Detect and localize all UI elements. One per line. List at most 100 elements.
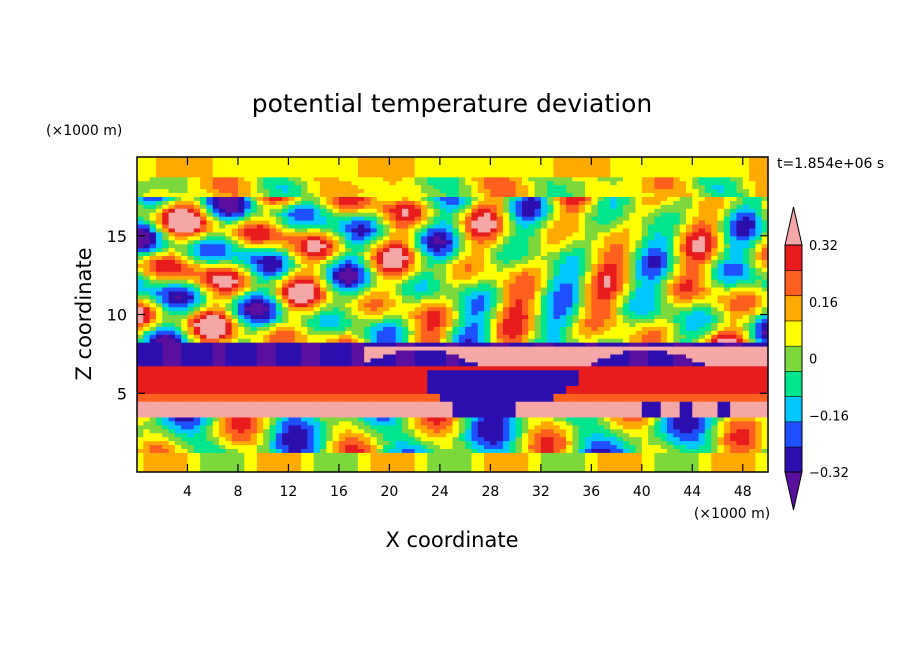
field-cell (730, 464, 738, 469)
field-cell (452, 369, 460, 375)
field-cell (591, 460, 599, 465)
field-cell (704, 326, 712, 331)
field-cell (155, 460, 163, 465)
field-cell (515, 357, 523, 363)
field-cell (301, 377, 308, 383)
field-cell (395, 412, 403, 418)
field-cell (376, 310, 384, 316)
field-cell (237, 420, 245, 426)
field-cell (490, 283, 498, 288)
field-cell (414, 385, 422, 390)
field-cell (465, 334, 473, 339)
field-cell (395, 290, 403, 296)
field-cell (181, 310, 189, 316)
field-cell (723, 349, 731, 355)
field-cell (193, 468, 201, 472)
field-cell (187, 322, 195, 327)
field-cell (704, 357, 712, 363)
field-cell (742, 369, 750, 375)
field-cell (559, 377, 567, 383)
field-cell (603, 338, 611, 343)
field-cell (332, 326, 340, 331)
field-cell (490, 326, 498, 331)
field-cell (559, 468, 567, 472)
field-cell (319, 361, 327, 367)
field-cell (351, 306, 359, 312)
field-cell (585, 432, 592, 438)
field-cell (307, 346, 315, 351)
field-cell (465, 310, 473, 316)
field-cell (572, 373, 580, 379)
field-cell (515, 310, 523, 316)
field-cell (288, 334, 296, 339)
field-cell (282, 318, 290, 323)
field-cell (288, 346, 296, 351)
field-cell (200, 283, 208, 288)
field-cell (351, 456, 359, 461)
field-cell (477, 275, 485, 280)
field-cell (408, 468, 416, 472)
field-cell (635, 361, 643, 367)
field-cell (225, 330, 233, 335)
field-cell (585, 436, 592, 442)
field-cell (723, 326, 731, 331)
field-cell (559, 314, 567, 320)
field-cell (256, 405, 264, 410)
field-cell (717, 412, 725, 418)
field-cell (553, 314, 561, 320)
field-cell (307, 432, 315, 438)
field-cell (162, 326, 170, 331)
field-cell (597, 452, 605, 457)
field-cell (383, 342, 390, 347)
field-cell (641, 412, 649, 418)
field-cell (420, 275, 428, 280)
field-cell (641, 294, 649, 300)
field-cell (408, 444, 416, 449)
field-cell (294, 322, 302, 327)
field-cell (282, 393, 290, 398)
field-cell (553, 294, 561, 300)
field-cell (168, 302, 176, 308)
field-cell (181, 405, 189, 410)
field-cell (332, 401, 340, 406)
field-cell (275, 464, 283, 469)
field-cell (338, 326, 346, 331)
field-cell (679, 342, 687, 347)
field-cell (137, 326, 144, 331)
field-cell (698, 420, 706, 426)
field-cell (654, 420, 662, 426)
field-cell (585, 279, 592, 284)
field-cell (704, 405, 712, 410)
field-cell (212, 452, 220, 457)
field-cell (711, 357, 719, 363)
field-cell (376, 468, 384, 472)
field-cell (332, 373, 340, 379)
field-cell (206, 353, 214, 359)
field-cell (395, 460, 403, 465)
field-cell (730, 342, 738, 347)
field-cell (155, 279, 163, 284)
field-cell (206, 389, 214, 394)
field-cell (162, 436, 170, 442)
field-cell (420, 444, 428, 449)
field-cell (749, 448, 756, 453)
field-cell (452, 381, 460, 386)
field-cell (263, 436, 271, 442)
field-cell (174, 286, 182, 292)
field-cell (402, 444, 409, 449)
field-cell (496, 334, 504, 339)
field-cell (528, 468, 536, 472)
field-cell (521, 432, 529, 438)
field-cell (622, 279, 630, 284)
field-cell (749, 326, 756, 331)
field-cell (723, 452, 731, 457)
field-cell (521, 330, 529, 335)
field-cell (603, 409, 611, 414)
field-cell (433, 385, 441, 390)
field-cell (528, 349, 536, 355)
field-cell (578, 377, 586, 383)
field-cell (263, 346, 271, 351)
field-cell (231, 294, 239, 300)
field-cell (231, 373, 239, 379)
field-cell (471, 286, 479, 292)
